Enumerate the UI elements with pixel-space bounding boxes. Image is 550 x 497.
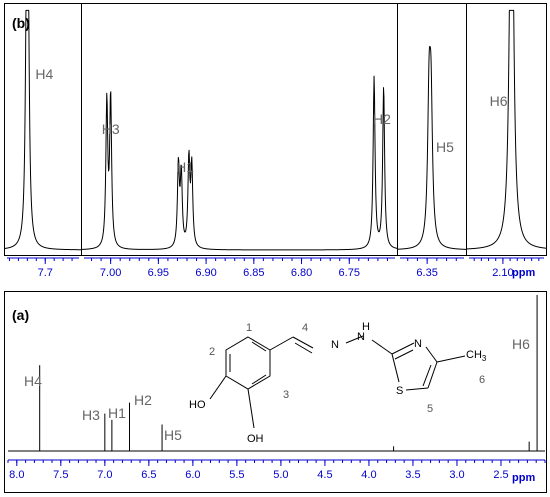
x-tick-label: 6.75 (339, 267, 360, 279)
x-tick-label: 3.0 (449, 469, 464, 481)
benzene-ring (225, 336, 271, 390)
position-number-2: 2 (209, 346, 215, 358)
spectrum-trace-2 (81, 75, 398, 251)
thiazole-bond-c4-c5 (427, 361, 438, 389)
panel-b-unit-label: ppm (512, 267, 535, 279)
thiazole-bond-n3-c4 (425, 346, 438, 363)
atom-methyl: CH3 (466, 349, 487, 363)
x-tick-label: 5.5 (229, 469, 244, 481)
bond-ch-n-1 (292, 336, 314, 349)
panel-a-box (4, 291, 547, 493)
x-tick-label: 7.5 (53, 469, 68, 481)
atom-nh-h: H (362, 321, 370, 333)
spectrum-trace-4 (466, 9, 547, 250)
panel-a-peak-label-h6: H6 (512, 336, 530, 352)
panel-b-box-h123 (81, 3, 398, 256)
peak-label-h4: H4 (35, 66, 53, 82)
atom-n1: N (331, 339, 339, 351)
thiazole-bond-c2-n3-double (394, 349, 414, 360)
position-number-3: 3 (283, 389, 289, 401)
thiazole-bond-c2-n3 (391, 342, 415, 355)
x-tick-label: 3.5 (405, 469, 420, 481)
panel-b-box-h6 (466, 3, 547, 256)
atom-oh-bottom: OH (247, 433, 264, 445)
position-number-4: 4 (302, 322, 308, 334)
panel-a-unit-label: ppm (512, 472, 535, 484)
x-tick-label: 8.0 (9, 469, 24, 481)
atom-s: S (396, 385, 403, 397)
spectrum-trace-3 (397, 45, 467, 250)
position-number-6: 6 (479, 374, 485, 386)
x-tick-label: 6.35 (416, 267, 437, 279)
atom-oh-top: HO (189, 399, 206, 411)
bond-c-oh-top (209, 375, 227, 400)
spectrum-trace-1 (4, 9, 82, 251)
x-tick-label: 4.5 (317, 469, 332, 481)
peak-label-h1: H1 (176, 159, 194, 175)
x-tick-label: 4.0 (361, 469, 376, 481)
bond-c4-methyl (436, 355, 466, 363)
x-tick-label: 6.5 (141, 469, 156, 481)
x-tick-label: 7.7 (38, 267, 53, 279)
methyl-subscript: 3 (482, 354, 487, 363)
x-tick-label: 6.95 (148, 267, 169, 279)
peak-label-h5: H5 (436, 139, 454, 155)
panel-b: (b) 7.7 7.00 6.95 6.90 6.85 6.80 6.75 6.35 2.10p… (4, 3, 547, 279)
panel-a-peak-labels: H4 H3 H1 H2 H5 H6 (24, 336, 530, 443)
x-tick-label: 6.85 (243, 267, 264, 279)
x-tick-label: 2.10 (492, 267, 513, 279)
thiazole-bond-c5-s (405, 387, 429, 391)
position-number-1: 1 (246, 322, 252, 334)
panel-b-peak-labels: H4 H3 H1 H2 H5 H6 (35, 66, 507, 175)
panel-a-peak-label-h5: H5 (164, 427, 182, 443)
panel-a-peak-label-h4: H4 (24, 373, 42, 389)
bond-c-oh-bottom (247, 388, 255, 429)
panel-a-spectrum (8, 295, 545, 452)
molecule-structure: HO OH N N H N S CH3 1 2 3 4 5 6 (189, 321, 487, 445)
bond-ch-n-2 (294, 342, 313, 354)
panel-b-spectra (4, 9, 547, 251)
panel-a-peak-label-h1: H1 (108, 405, 126, 421)
x-tick-label: 6.90 (195, 267, 216, 279)
benzene-double-bond-2 (251, 374, 267, 385)
atom-n3: N (414, 338, 422, 350)
atom-nh-n: N (357, 331, 365, 343)
panel-a-peak-label-h3: H3 (82, 407, 100, 423)
peak-label-h3: H3 (102, 121, 120, 137)
x-tick-label: 7.0 (97, 469, 112, 481)
x-tick-label: 7.00 (100, 267, 121, 279)
thiazole-bond-s-c2 (391, 353, 400, 383)
panel-b-box-h4 (4, 3, 82, 256)
bond-nh-c (371, 339, 393, 355)
bond-n-n (345, 335, 364, 344)
methyl-ch: CH (466, 349, 482, 361)
benzene-double-bond-1 (251, 341, 267, 352)
x-tick-label: 6.0 (185, 469, 200, 481)
panel-a-label: (a) (12, 307, 29, 323)
x-tick-label: 6.80 (291, 267, 312, 279)
position-number-5: 5 (427, 403, 433, 415)
thiazole-bond-c4-c5-double (422, 364, 432, 387)
x-tick-label: 5.0 (273, 469, 288, 481)
panel-a-peak-label-h2: H2 (134, 392, 152, 408)
panel-b-label: (b) (12, 15, 30, 31)
panel-a-axis: 8.0 7.5 7.0 6.5 6.0 5.5 5.0 4.5 4.0 3.5 3.0 2.5 ppm (7, 459, 546, 484)
x-tick-label: 2.5 (493, 469, 508, 481)
panel-a: (a) 8.0 7.5 7.0 6.5 6.0 5.5 5.0 4.5 4.0 3.5 3.0 2.5… (4, 291, 547, 493)
bond-ring-ch (269, 336, 294, 351)
peak-label-h2: H2 (373, 111, 391, 127)
peak-label-h6: H6 (490, 93, 508, 109)
